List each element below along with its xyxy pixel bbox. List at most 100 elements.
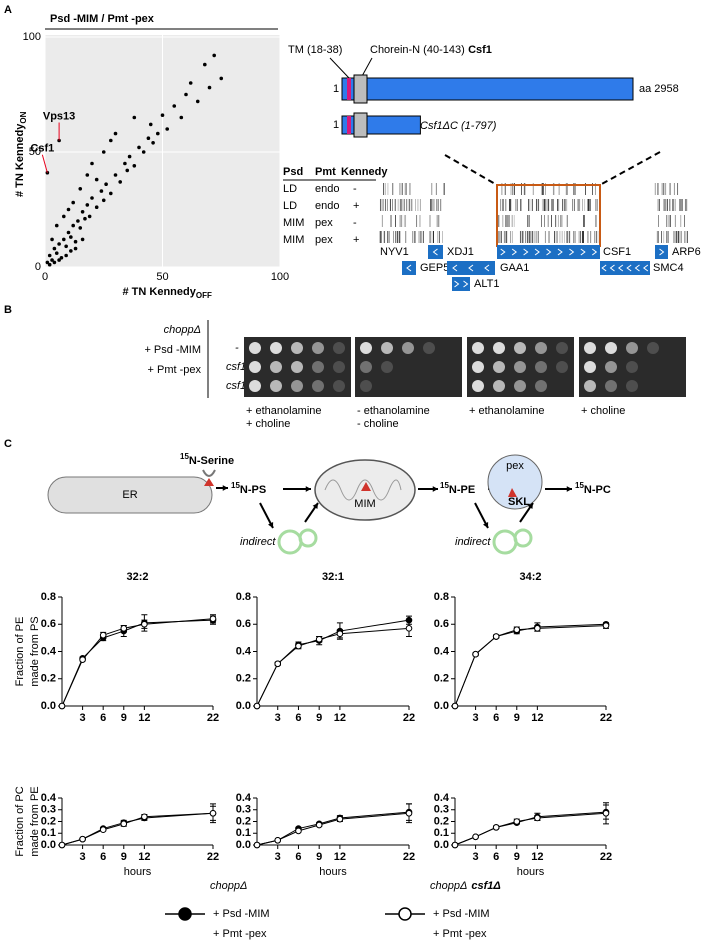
table-cell: LD	[283, 183, 297, 195]
x-tick-label: 100	[271, 271, 289, 283]
y-tick-label: 0.0	[41, 700, 56, 712]
x-tick-label: 9	[316, 851, 322, 863]
x-tick-label: 9	[121, 712, 127, 724]
construct-label: Csf1ΔC (1-797)	[420, 120, 497, 132]
legend-name-part: choppΔ	[430, 880, 467, 892]
spot	[535, 342, 547, 354]
point	[151, 141, 155, 145]
arrowhead	[222, 485, 228, 491]
series-line	[61, 619, 214, 707]
point	[123, 161, 127, 166]
spot	[584, 342, 596, 354]
gene-box	[402, 261, 416, 275]
spot	[291, 361, 303, 373]
point	[50, 237, 54, 242]
label-text: # TN Kennedy	[123, 286, 197, 298]
strand-chevron	[452, 264, 458, 272]
y-tick-label: 0.2	[41, 673, 56, 685]
strand-chevron	[463, 280, 469, 288]
point	[73, 246, 78, 251]
spot	[514, 361, 526, 373]
label-text: N-PS	[240, 484, 266, 496]
series-line	[256, 812, 410, 846]
point	[78, 187, 83, 191]
arrowhead	[305, 486, 311, 492]
strand-chevron	[468, 264, 474, 272]
spot	[291, 342, 303, 354]
spot	[626, 342, 638, 354]
spot	[535, 380, 547, 392]
cristae	[324, 479, 402, 501]
y-tick-label: 0.2	[236, 815, 251, 827]
isotope-label: 15N-PS	[231, 481, 266, 496]
point	[125, 168, 130, 173]
arrowhead	[527, 503, 533, 509]
point	[118, 180, 122, 184]
spot	[249, 361, 261, 373]
point	[85, 173, 90, 177]
arrowhead	[566, 486, 572, 492]
series-line	[454, 623, 607, 707]
y-tick-label: 0.0	[236, 700, 251, 712]
marker	[451, 841, 459, 849]
point	[113, 173, 118, 177]
table-cell: -	[353, 183, 357, 195]
marker	[534, 814, 541, 822]
strand-chevron	[557, 248, 563, 256]
point	[101, 150, 106, 154]
point	[94, 205, 99, 209]
series-line	[256, 627, 410, 707]
marker	[209, 615, 217, 623]
marker	[336, 630, 344, 638]
legend-marker	[398, 907, 412, 921]
point	[90, 196, 94, 200]
marker	[315, 635, 323, 643]
point	[195, 99, 200, 104]
y-tick-label: 0.6	[434, 618, 449, 630]
point	[52, 260, 57, 265]
x-tick-label: 6	[295, 851, 301, 863]
x-tick-label: 3	[275, 851, 281, 863]
spot	[360, 380, 372, 392]
marker	[405, 625, 413, 632]
y-tick-label: 0.8	[434, 591, 449, 603]
vesicle	[277, 529, 303, 555]
spot	[249, 380, 261, 392]
table-cell: endo	[315, 200, 339, 212]
y-tick-label: 0.6	[236, 618, 251, 630]
x-axis-label: hours	[124, 866, 152, 878]
point	[54, 251, 59, 255]
chart-title: 32:2	[126, 571, 148, 583]
point	[87, 214, 92, 219]
marker	[492, 633, 500, 640]
strand-chevron	[601, 264, 607, 272]
tm-domain	[347, 78, 351, 100]
spot	[626, 380, 638, 392]
marker	[141, 620, 148, 628]
gene-label: XDJ1	[447, 246, 474, 258]
y-tick-label: 0.8	[236, 591, 251, 603]
y-tick-label: 0.2	[434, 673, 449, 685]
y-axis-label: Fraction of PC	[14, 786, 26, 856]
point	[66, 230, 71, 235]
y-tick-label: 0.0	[236, 839, 251, 851]
vesicle	[492, 529, 518, 555]
point	[80, 237, 85, 242]
er	[47, 476, 213, 514]
table-header: Pmt	[315, 166, 336, 178]
isotope-label: 15N-Serine	[180, 452, 234, 467]
gene-box	[497, 245, 600, 259]
y-tick-label: 0.2	[236, 673, 251, 685]
chart-title: 34:2	[519, 571, 541, 583]
annotation: Vps13	[43, 110, 75, 122]
gene-box	[655, 245, 668, 259]
chart-title: 32:1	[322, 571, 344, 583]
spot	[647, 342, 659, 354]
isotope-label: 15N-PC	[575, 481, 611, 496]
vesicle	[513, 528, 533, 548]
y-tick-label: 0.1	[434, 827, 449, 839]
gene-label: CSF1	[603, 246, 631, 258]
y-tick-label: 0.0	[41, 839, 56, 851]
x-tick-label: 3	[473, 851, 479, 863]
point	[156, 131, 160, 136]
